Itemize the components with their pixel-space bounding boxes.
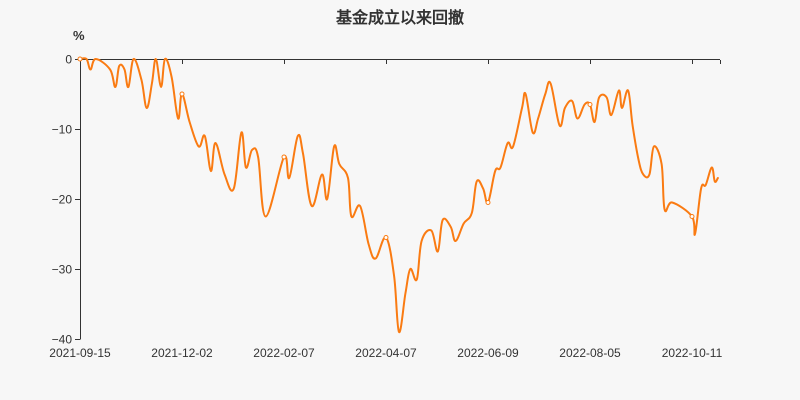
x-tick-label: 2022-10-11: [662, 346, 723, 360]
chart-title: 基金成立以来回撤: [335, 8, 464, 27]
drawdown-line: [79, 57, 719, 334]
x-axis-ticks: [182, 60, 721, 64]
data-point-marker: [689, 214, 695, 219]
y-axis-unit: %: [73, 28, 85, 43]
y-tick-label: −10: [52, 123, 73, 137]
x-tick-label: 2022-08-05: [559, 346, 621, 360]
y-axis-ticks: [75, 59, 80, 340]
y-tick-label: −30: [52, 263, 73, 277]
data-point-marker: [179, 91, 185, 97]
drawdown-markers: [77, 56, 695, 240]
data-point-marker: [77, 56, 83, 62]
data-point-marker: [281, 154, 287, 160]
y-tick-label: 0: [65, 53, 72, 67]
y-tick-label: −20: [52, 193, 73, 207]
x-tick-label: 2021-09-15: [49, 346, 111, 360]
x-tick-label: 2022-04-07: [355, 346, 417, 360]
x-tick-label: 2022-06-09: [457, 346, 519, 360]
data-point-marker: [485, 200, 491, 205]
x-tick-label: 2021-12-02: [151, 346, 213, 360]
data-point-marker: [587, 102, 593, 107]
data-point-marker: [383, 235, 389, 240]
y-tick-label: −40: [52, 333, 73, 347]
x-tick-label: 2022-02-07: [253, 346, 315, 360]
